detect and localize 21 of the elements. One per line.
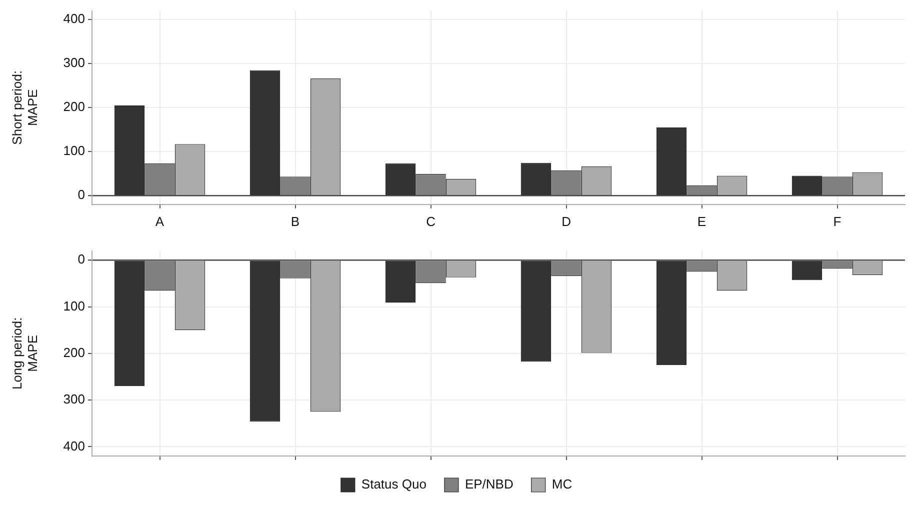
x-tick-label: D <box>562 214 571 229</box>
legend-label: EP/NBD <box>464 476 514 492</box>
x-tick-label: C <box>426 214 436 229</box>
legend-label: MC <box>552 476 572 492</box>
x-tick-label: E <box>697 214 706 229</box>
y-axis-title: Long period: MAPE <box>9 317 40 390</box>
x-tick-label: B <box>290 214 300 229</box>
legend-label: Status Quo <box>361 476 426 492</box>
y-tick-label: 400 <box>63 438 85 454</box>
y-tick-label: 200 <box>63 344 85 360</box>
y-tick-label: 300 <box>63 55 85 70</box>
x-tick-label: F <box>833 214 842 229</box>
y-tick-label: 0 <box>78 187 85 202</box>
y-tick-label: 0 <box>78 252 85 267</box>
x-tick-label: A <box>155 214 164 229</box>
y-tick-label: 100 <box>63 298 85 314</box>
y-axis-title: Short period: MAPE <box>9 70 40 145</box>
y-tick-label: 400 <box>63 11 85 26</box>
y-tick-label: 200 <box>63 99 85 114</box>
y-tick-label: 300 <box>63 392 85 407</box>
y-tick-label: 100 <box>63 143 85 158</box>
